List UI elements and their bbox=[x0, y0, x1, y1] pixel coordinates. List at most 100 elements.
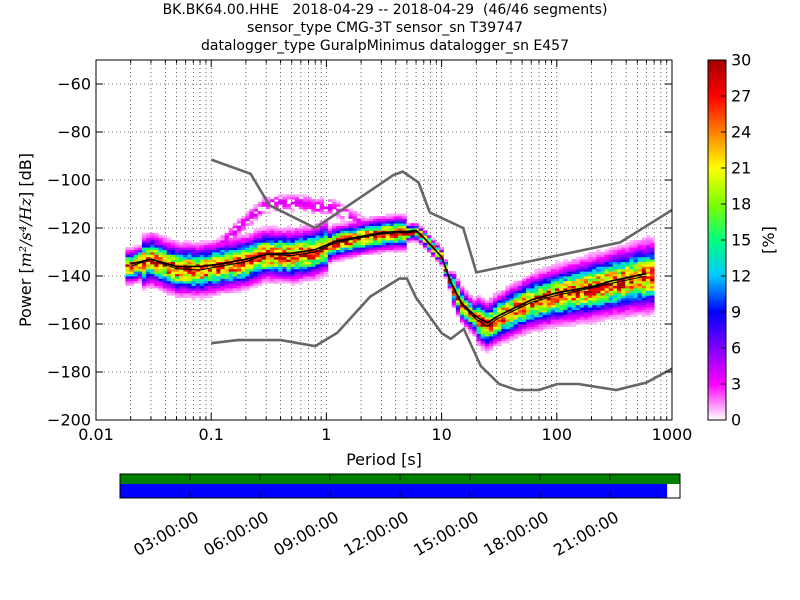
heatmap-cell bbox=[158, 247, 163, 250]
heatmap-cell bbox=[187, 249, 192, 253]
heatmap-cell bbox=[641, 268, 647, 272]
heatmap-cell bbox=[538, 302, 544, 306]
heatmap-cell bbox=[241, 218, 246, 222]
heatmap-cell bbox=[137, 280, 143, 284]
heatmap-cell bbox=[625, 300, 630, 303]
heatmap-cell bbox=[612, 276, 618, 279]
heatmap-cell bbox=[484, 338, 490, 342]
heatmap-cell bbox=[303, 244, 308, 248]
heatmap-cell bbox=[645, 285, 651, 289]
heatmap-cell bbox=[208, 242, 213, 246]
heatmap-cell bbox=[579, 266, 585, 270]
heatmap-cell bbox=[195, 278, 201, 282]
heatmap-cell bbox=[550, 268, 556, 272]
heatmap-cell bbox=[162, 268, 168, 272]
heatmap-cell bbox=[274, 268, 279, 272]
heatmap-cell bbox=[228, 232, 234, 236]
heatmap-cell bbox=[141, 254, 147, 258]
heatmap-cell bbox=[212, 278, 217, 282]
heatmap-cell bbox=[290, 276, 296, 279]
heatmap-cell bbox=[170, 261, 176, 265]
heatmap-cell bbox=[422, 232, 428, 236]
heatmap-cell bbox=[563, 261, 568, 265]
heatmap-cell bbox=[199, 240, 205, 243]
heatmap-cell bbox=[460, 316, 465, 320]
heatmap-cell bbox=[596, 307, 601, 310]
heatmap-cell bbox=[563, 268, 568, 272]
heatmap-cell bbox=[274, 196, 279, 200]
y-tick-label: −60 bbox=[57, 75, 91, 94]
heatmap-cell bbox=[493, 328, 498, 332]
heatmap-cell bbox=[286, 261, 292, 265]
heatmap-cell bbox=[191, 244, 197, 248]
heatmap-cell bbox=[294, 242, 300, 246]
heatmap-cell bbox=[319, 228, 325, 231]
heatmap-cell bbox=[199, 256, 205, 260]
heatmap-cell bbox=[141, 256, 147, 260]
heatmap-cell bbox=[294, 247, 300, 250]
heatmap-cell bbox=[282, 273, 287, 277]
heatmap-cell bbox=[170, 278, 176, 282]
heatmap-cell bbox=[460, 312, 465, 315]
heatmap-cell bbox=[497, 295, 502, 298]
heatmap-cell bbox=[381, 244, 387, 248]
heatmap-cell bbox=[327, 208, 333, 212]
y-axis-label-prefix: Power [ bbox=[16, 267, 35, 327]
heatmap-cell bbox=[422, 240, 428, 243]
heatmap-cell bbox=[521, 283, 527, 286]
heatmap-cell bbox=[141, 252, 147, 255]
heatmap-cell bbox=[278, 247, 283, 250]
heatmap-cell bbox=[241, 266, 246, 270]
heatmap-cell bbox=[451, 302, 457, 306]
heatmap-cell bbox=[298, 201, 304, 205]
heatmap-cell bbox=[488, 312, 494, 315]
heatmap-cell bbox=[228, 288, 234, 291]
heatmap-cell bbox=[517, 331, 523, 334]
heatmap-cell bbox=[195, 264, 201, 267]
heatmap-cell bbox=[596, 302, 601, 306]
heatmap-cell bbox=[526, 312, 531, 315]
heatmap-cell bbox=[509, 304, 515, 308]
heatmap-cell bbox=[517, 328, 523, 332]
heatmap-cell bbox=[455, 297, 461, 301]
heatmap-cell bbox=[336, 216, 341, 219]
heatmap-cell bbox=[600, 273, 605, 277]
heatmap-cell bbox=[650, 297, 655, 301]
heatmap-cell bbox=[505, 336, 510, 339]
heatmap-cell bbox=[513, 283, 519, 286]
heatmap-cell bbox=[183, 271, 188, 274]
heatmap-cell bbox=[166, 283, 172, 286]
heatmap-cell bbox=[282, 264, 287, 267]
heatmap-cell bbox=[174, 240, 180, 243]
heatmap-cell bbox=[195, 271, 201, 274]
heatmap-cell bbox=[133, 276, 139, 279]
heatmap-cell bbox=[146, 261, 151, 265]
heatmap-cell bbox=[261, 228, 267, 231]
heatmap-cell bbox=[228, 247, 234, 250]
heatmap-cell bbox=[476, 297, 482, 301]
heatmap-cell bbox=[303, 273, 308, 277]
heatmap-cell bbox=[294, 240, 300, 243]
heatmap-cell bbox=[464, 297, 469, 301]
heatmap-cell bbox=[629, 244, 634, 248]
heatmap-cell bbox=[158, 285, 163, 289]
heatmap-cell bbox=[232, 278, 238, 282]
heatmap-cell bbox=[154, 271, 159, 274]
heatmap-cell bbox=[393, 228, 399, 231]
heatmap-cell bbox=[621, 244, 626, 248]
heatmap-cell bbox=[249, 268, 254, 272]
heatmap-cell bbox=[278, 242, 283, 246]
heatmap-cell bbox=[282, 242, 287, 246]
heatmap-cell bbox=[650, 280, 655, 284]
heatmap-cell bbox=[530, 307, 535, 310]
heatmap-cell bbox=[203, 280, 209, 284]
heatmap-cell bbox=[286, 240, 292, 243]
heatmap-cell bbox=[608, 273, 614, 277]
heatmap-cell bbox=[208, 273, 213, 277]
heatmap-cell bbox=[629, 292, 634, 296]
heatmap-cell bbox=[327, 240, 333, 243]
heatmap-cell bbox=[224, 268, 230, 272]
heatmap-cell bbox=[364, 249, 370, 253]
heatmap-cell bbox=[323, 206, 329, 210]
heatmap-cell bbox=[278, 278, 283, 282]
